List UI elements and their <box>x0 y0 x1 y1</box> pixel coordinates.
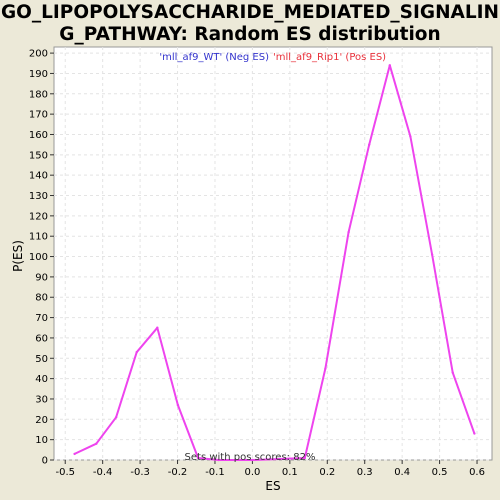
y-tick-label: 180 <box>29 89 48 100</box>
y-tick-label: 50 <box>35 354 48 365</box>
x-tick-label: -0.3 <box>130 467 150 478</box>
y-tick-label: 160 <box>29 130 48 141</box>
x-axis-ticks: -0.5 -0.4 -0.3 -0.2 -0.1 0.0 0.1 0.2 0.3 0.4 0.5 0.… <box>55 460 485 478</box>
data-point <box>156 326 159 329</box>
data-point <box>135 350 138 354</box>
legend-neg-es: 'mll_af9_WT' (Neg ES) <box>159 52 269 63</box>
x-tick-label: -0.1 <box>205 467 225 478</box>
legend-pos-es: 'mll_af9_Rip1' (Pos ES) <box>273 52 386 63</box>
y-tick-label: 110 <box>29 232 48 243</box>
data-point <box>217 458 220 462</box>
data-point <box>114 416 118 419</box>
y-tick-label: 40 <box>35 374 48 385</box>
y-tick-label: 30 <box>35 394 48 405</box>
y-tick-label: 170 <box>29 110 48 121</box>
y-tick-label: 10 <box>35 435 48 446</box>
y-tick-label: 200 <box>29 49 48 60</box>
x-tick-label: 0.3 <box>357 467 373 478</box>
x-tick-label: 0.6 <box>469 467 485 478</box>
data-point <box>73 452 76 456</box>
data-point <box>473 432 476 435</box>
plot-area <box>53 46 493 461</box>
y-tick-label: 100 <box>29 252 48 263</box>
data-point <box>95 442 98 445</box>
series-line <box>74 64 476 461</box>
x-tick-label: 0.5 <box>432 467 448 478</box>
data-point <box>303 456 307 460</box>
x-tick-label: 0.4 <box>394 467 410 478</box>
y-tick-label: 80 <box>35 293 48 304</box>
y-tick-label: 150 <box>29 150 48 161</box>
y-tick-label: 90 <box>35 272 48 283</box>
x-axis-label: ES <box>265 479 280 493</box>
data-point <box>324 367 327 370</box>
y-tick-label: 120 <box>29 211 48 222</box>
x-tick-label: 0.1 <box>282 467 298 478</box>
y-tick-label: 140 <box>29 171 48 182</box>
data-point <box>196 456 200 460</box>
data-point <box>251 458 254 462</box>
x-tick-label: 0.0 <box>244 467 260 478</box>
x-tick-label: -0.4 <box>93 467 113 478</box>
series-group <box>73 64 476 462</box>
chart-title-line2: G_PATHWAY: Random ES distribution <box>59 24 441 45</box>
y-tick-label: 20 <box>35 415 48 426</box>
x-tick-label: 0.2 <box>319 467 335 478</box>
x-tick-label: -0.5 <box>55 467 75 478</box>
y-tick-label: 190 <box>29 69 48 80</box>
data-point <box>409 135 412 138</box>
chart-title: GO_LIPOPOLYSACCHARIDE_MEDIATED_SIGNALIN … <box>0 2 500 46</box>
x-tick-label: -0.2 <box>168 467 188 478</box>
pos-scores-annotation: Sets with pos scores: 82% <box>185 452 316 463</box>
data-point <box>368 143 371 146</box>
y-tick-label: 0 <box>42 456 48 467</box>
data-point <box>388 64 391 67</box>
y-tick-label: 70 <box>35 313 48 324</box>
y-axis-label: P(ES) <box>11 240 25 272</box>
y-tick-label: 130 <box>29 191 48 202</box>
data-point <box>347 230 350 234</box>
grid-lines <box>54 47 492 461</box>
data-point <box>430 253 434 256</box>
data-point <box>451 371 454 374</box>
data-point <box>176 403 180 407</box>
y-tick-label: 60 <box>35 333 48 344</box>
chart-title-line1: GO_LIPOPOLYSACCHARIDE_MEDIATED_SIGNALIN <box>0 2 500 23</box>
y-axis-ticks: 0 10 20 30 40 50 60 70 80 90 100 110 120 130 140 150 160… <box>29 49 54 467</box>
